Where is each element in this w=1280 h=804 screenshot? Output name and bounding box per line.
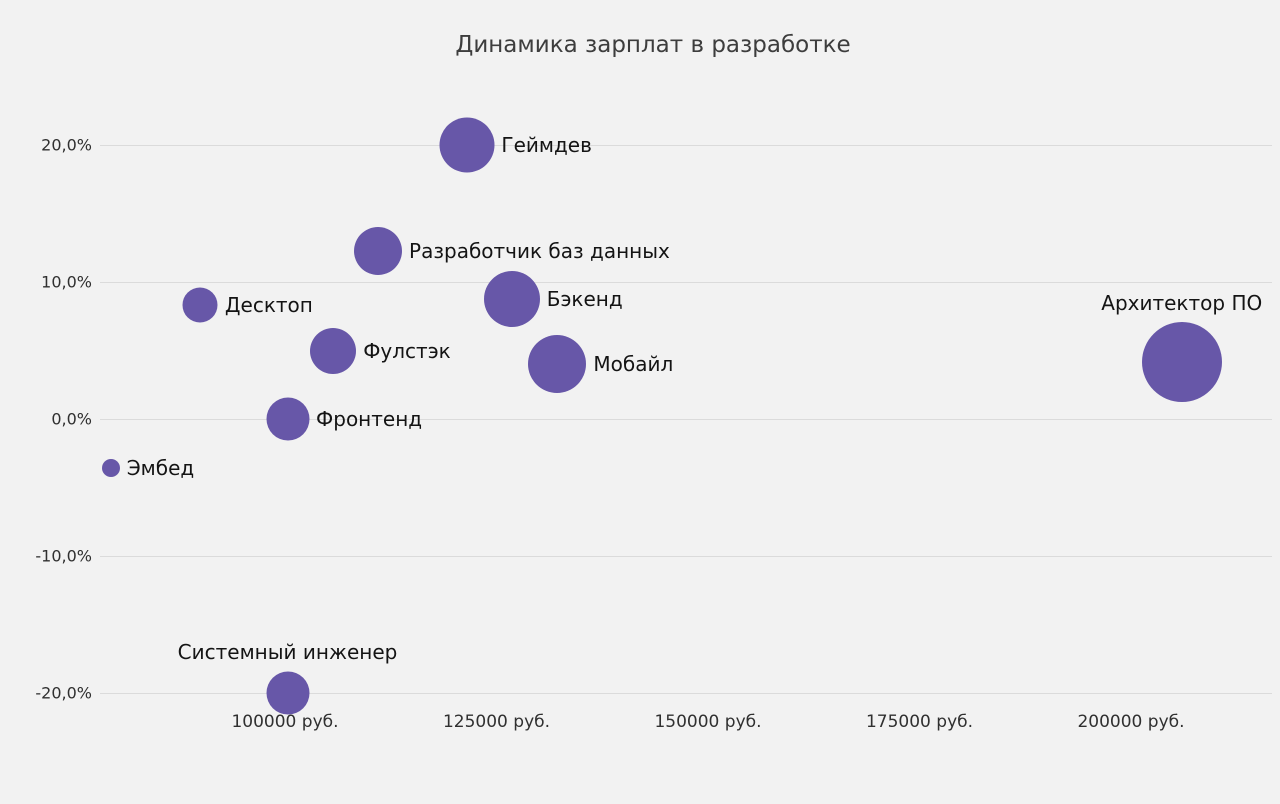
x-tick-label: 125000 руб. (442, 712, 551, 732)
y-tick-label: -20,0% (35, 683, 92, 702)
bubble-label: Фулстэк (363, 339, 451, 364)
bubble (1141, 322, 1222, 403)
gridline (100, 144, 1272, 146)
gridline (100, 418, 1272, 420)
gridline (100, 692, 1272, 694)
bubble (483, 271, 540, 328)
bubble (439, 117, 495, 172)
x-tick-label: 200000 руб. (1077, 712, 1185, 732)
x-tick-label: 150000 руб. (654, 712, 762, 732)
bubble-label: Фронтенд (316, 406, 423, 431)
bubble-label: Геймдев (501, 132, 592, 157)
x-tick-label: 175000 руб. (865, 712, 974, 732)
bubble-label: Бэкенд (546, 287, 623, 312)
gridline (100, 555, 1272, 557)
y-tick-label: -10,0% (35, 546, 92, 565)
bubble (101, 458, 120, 477)
bubble (354, 227, 403, 276)
bubble-label: Эмбед (126, 455, 195, 480)
bubble (266, 671, 310, 714)
bubble (310, 328, 357, 375)
bubble (528, 334, 587, 393)
y-tick-label: 20,0% (41, 135, 92, 154)
y-tick-label: 0,0% (51, 409, 92, 428)
gridline (100, 281, 1272, 283)
y-tick-label: 10,0% (41, 272, 92, 291)
bubble-label: Мобайл (593, 351, 674, 376)
bubble (182, 287, 218, 323)
bubble-label: Десктоп (224, 292, 313, 317)
bubble-label: Архитектор ПО (1101, 291, 1263, 316)
chart-title: Динамика зарплат в разработке (455, 32, 851, 58)
bubble-label: Системный инженер (177, 640, 398, 664)
x-tick-label: 100000 руб. (231, 712, 339, 732)
bubble (266, 397, 310, 440)
bubble-label: Разработчик баз данных (409, 239, 670, 264)
